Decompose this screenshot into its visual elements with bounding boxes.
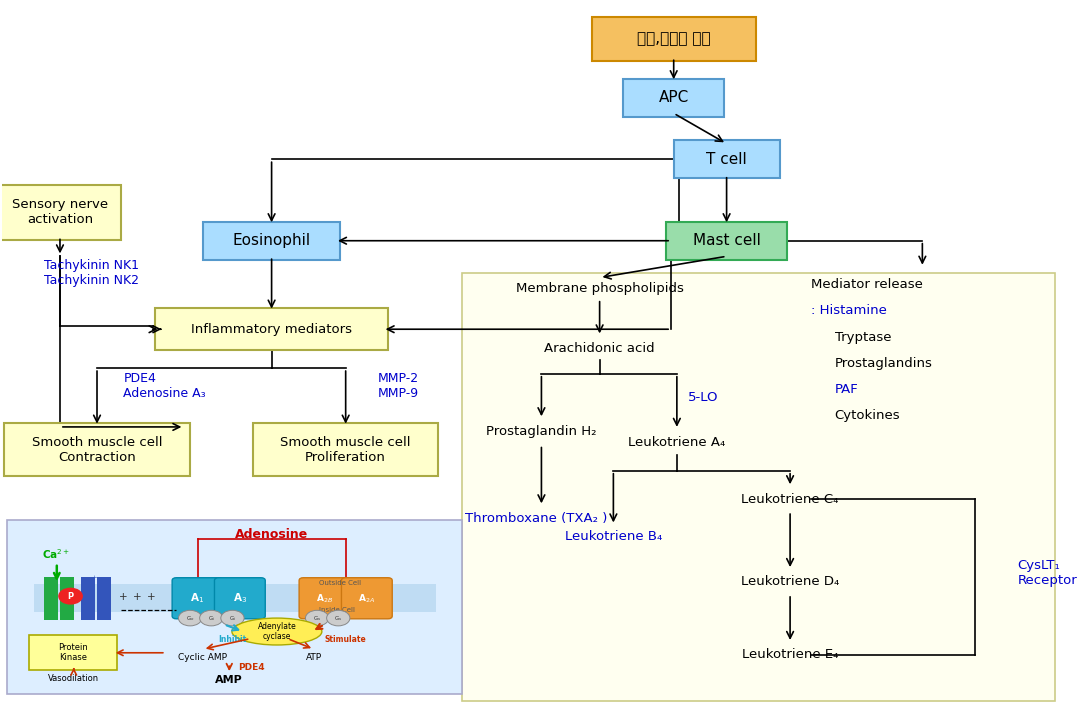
Text: Tryptase: Tryptase	[834, 331, 891, 343]
FancyBboxPatch shape	[155, 308, 388, 350]
Text: : Histamine: : Histamine	[811, 304, 887, 317]
Text: A$_{2A}$: A$_{2A}$	[358, 592, 376, 605]
Circle shape	[200, 610, 223, 626]
FancyBboxPatch shape	[673, 140, 780, 178]
Text: Inflammatory mediators: Inflammatory mediators	[191, 323, 352, 336]
Ellipse shape	[232, 618, 321, 645]
FancyBboxPatch shape	[299, 578, 350, 619]
Text: Smooth muscle cell
Contraction: Smooth muscle cell Contraction	[31, 435, 162, 464]
Text: Membrane phospholipids: Membrane phospholipids	[516, 282, 683, 295]
Text: Eosinophil: Eosinophil	[232, 233, 311, 249]
Text: Leukotriene D₄: Leukotriene D₄	[741, 576, 839, 588]
FancyBboxPatch shape	[4, 423, 190, 476]
FancyBboxPatch shape	[8, 520, 462, 694]
FancyBboxPatch shape	[173, 578, 223, 619]
Circle shape	[59, 588, 83, 604]
Text: Sensory nerve
activation: Sensory nerve activation	[12, 198, 108, 227]
Text: Inhibit: Inhibit	[218, 635, 247, 644]
Text: Mast cell: Mast cell	[693, 233, 760, 249]
Text: Inside Cell: Inside Cell	[319, 607, 355, 613]
Text: APC: APC	[658, 90, 689, 105]
FancyBboxPatch shape	[666, 222, 787, 260]
Text: 웰리,화학적 자극: 웰리,화학적 자극	[636, 31, 710, 47]
Text: Ca$^{2+}$: Ca$^{2+}$	[42, 547, 71, 561]
Text: PDE4: PDE4	[238, 663, 264, 672]
Circle shape	[327, 610, 350, 626]
Text: Prostaglandin H₂: Prostaglandin H₂	[487, 426, 596, 438]
Text: Leukotriene A₄: Leukotriene A₄	[628, 436, 725, 449]
Text: CysLT₁
Receptor: CysLT₁ Receptor	[1018, 559, 1077, 588]
Text: A$_1$: A$_1$	[190, 591, 204, 605]
Text: Cyclic AMP: Cyclic AMP	[178, 653, 227, 661]
Text: G$_s$: G$_s$	[313, 614, 321, 622]
Text: PDE4
Adenosine A₃: PDE4 Adenosine A₃	[124, 372, 206, 400]
Text: MMP-2
MMP-9: MMP-2 MMP-9	[378, 372, 418, 400]
Text: +: +	[119, 592, 128, 602]
FancyBboxPatch shape	[203, 222, 340, 260]
Text: Tachykinin NK1
Tachykinin NK2: Tachykinin NK1 Tachykinin NK2	[45, 258, 139, 287]
FancyBboxPatch shape	[341, 578, 392, 619]
Text: Mediator release: Mediator release	[811, 278, 923, 291]
Text: Protein
Kinase: Protein Kinase	[59, 643, 88, 663]
FancyBboxPatch shape	[45, 577, 58, 620]
FancyBboxPatch shape	[253, 423, 439, 476]
FancyBboxPatch shape	[462, 273, 1055, 701]
Text: Adenylate
cyclase: Adenylate cyclase	[257, 622, 296, 641]
Text: P: P	[67, 592, 74, 600]
Text: Smooth muscle cell
Proliferation: Smooth muscle cell Proliferation	[280, 435, 411, 464]
FancyBboxPatch shape	[81, 577, 94, 620]
FancyBboxPatch shape	[60, 577, 74, 620]
FancyBboxPatch shape	[0, 185, 121, 240]
Circle shape	[305, 610, 329, 626]
Text: G$_i$: G$_i$	[229, 614, 236, 622]
Text: Stimulate: Stimulate	[325, 635, 367, 644]
Text: Arachidonic acid: Arachidonic acid	[544, 342, 655, 355]
FancyBboxPatch shape	[214, 578, 265, 619]
Text: A$_3$: A$_3$	[232, 591, 247, 605]
Text: G$_i$: G$_i$	[207, 614, 215, 622]
Text: T cell: T cell	[706, 152, 747, 167]
Circle shape	[178, 610, 202, 626]
Text: 5-LO: 5-LO	[687, 392, 718, 404]
Text: Vasodilation: Vasodilation	[48, 674, 99, 683]
Text: Thromboxane (TXA₂ ): Thromboxane (TXA₂ )	[465, 512, 607, 525]
Text: G$_s$: G$_s$	[334, 614, 342, 622]
FancyBboxPatch shape	[592, 17, 756, 61]
Text: Cytokines: Cytokines	[834, 409, 900, 422]
Text: ATP: ATP	[306, 653, 321, 661]
FancyBboxPatch shape	[34, 584, 435, 612]
Text: Leukotriene C₄: Leukotriene C₄	[742, 493, 838, 506]
FancyBboxPatch shape	[623, 79, 724, 117]
Circle shape	[220, 610, 244, 626]
Text: Leukotriene B₄: Leukotriene B₄	[565, 530, 662, 543]
Text: AMP: AMP	[215, 675, 243, 685]
FancyBboxPatch shape	[29, 635, 117, 670]
Text: +: +	[132, 592, 141, 602]
Text: G$_o$: G$_o$	[186, 614, 194, 622]
Text: Outside Cell: Outside Cell	[319, 580, 362, 586]
FancyBboxPatch shape	[97, 577, 111, 620]
Text: Prostaglandins: Prostaglandins	[834, 357, 933, 370]
Text: K$^+$: K$^+$	[85, 575, 99, 588]
Text: +: +	[147, 592, 155, 602]
Text: Leukotriene E₄: Leukotriene E₄	[742, 649, 838, 661]
Text: Adenosine: Adenosine	[235, 528, 308, 541]
Text: A$_{2B}$: A$_{2B}$	[316, 592, 333, 605]
Text: PAF: PAF	[834, 383, 858, 396]
